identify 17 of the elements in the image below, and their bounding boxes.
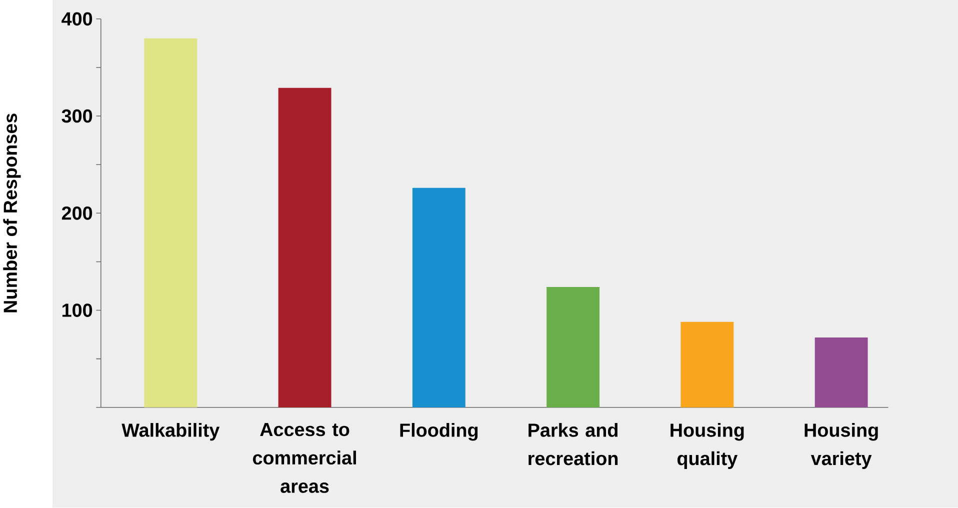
y-tick-label: 100 [62,304,92,318]
y-axis-title: Number of Responses [3,114,21,312]
bar [546,287,600,408]
x-tick-label: Housing quality [670,423,744,470]
x-tick-label: Flooding [400,423,478,441]
bar [412,188,466,408]
x-tick-label: Walkability [122,423,220,441]
bar [144,38,198,408]
x-tick-label: Housing variety [804,423,878,470]
bar [278,88,332,408]
x-tick-label: Parks and recreation [528,423,618,466]
x-tick-label: Access to commercial areas [252,423,356,494]
y-tick-label: 200 [62,206,92,220]
bar [680,322,734,408]
y-tick-label: 300 [62,110,92,123]
y-tick-label: 400 [62,12,92,26]
bar [814,338,868,408]
